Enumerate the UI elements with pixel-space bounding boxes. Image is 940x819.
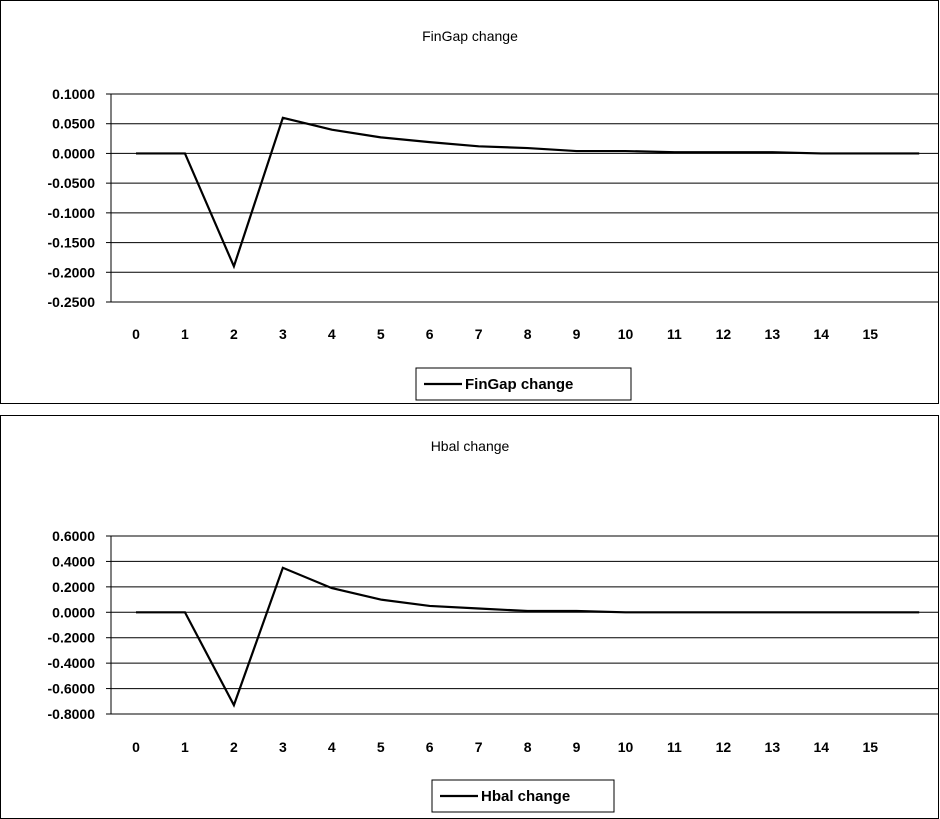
y-tick-label: -0.1500 xyxy=(48,235,96,251)
legend: Hbal change xyxy=(431,779,615,813)
y-tick-label: -0.1000 xyxy=(48,205,96,221)
x-tick-label: 11 xyxy=(667,739,682,755)
x-tick-label: 5 xyxy=(377,739,385,755)
fingap-chart: FinGap change 0.1000 0.0500 0.0000 -0.0500 -0… xyxy=(48,28,938,401)
x-tick-label: 10 xyxy=(618,739,634,755)
y-tick-label: -0.2500 xyxy=(48,294,96,310)
x-tick-label: 0 xyxy=(132,739,140,755)
x-tick-label: 9 xyxy=(573,326,581,342)
hbal-series-line xyxy=(136,566,920,708)
x-tick-label: 7 xyxy=(475,739,483,755)
y-tick-label: -0.4000 xyxy=(48,655,96,671)
x-tick-label: 0 xyxy=(132,326,140,342)
fingap-series-line xyxy=(136,116,920,270)
legend-label: FinGap change xyxy=(465,376,573,393)
x-tick-label: 13 xyxy=(765,326,781,342)
x-tick-label: 14 xyxy=(814,326,830,342)
x-tick-label: 8 xyxy=(524,739,532,755)
hbal-chart: Hbal change 0.6000 0.4000 0.2000 0.0000 -0.20… xyxy=(48,438,938,813)
chart-title: Hbal change xyxy=(431,438,510,454)
y-tick-label: -0.8000 xyxy=(48,706,96,722)
x-tick-label: 15 xyxy=(862,739,878,755)
y-tick-label: 0.2000 xyxy=(52,579,95,595)
x-tick-label: 3 xyxy=(279,326,287,342)
x-tick-label: 11 xyxy=(667,326,682,342)
y-tick-label: 0.1000 xyxy=(52,86,95,102)
x-tick-label: 7 xyxy=(475,326,483,342)
x-tick-label: 4 xyxy=(328,326,336,342)
legend: FinGap change xyxy=(415,367,632,401)
x-tick-label: 5 xyxy=(377,326,385,342)
y-tick-label: 0.4000 xyxy=(52,553,95,569)
x-tick-label: 6 xyxy=(426,739,434,755)
y-tick-label: 0.0000 xyxy=(52,604,95,620)
x-tick-label: 12 xyxy=(716,326,732,342)
x-tick-label: 8 xyxy=(524,326,532,342)
y-tick-label: -0.0500 xyxy=(48,175,96,191)
hbal-chart-panel: Hbal change 0.6000 0.4000 0.2000 0.0000 -0.20… xyxy=(0,415,939,819)
x-tick-label: 1 xyxy=(181,326,189,342)
x-tick-label: 2 xyxy=(230,739,238,755)
x-tick-label: 14 xyxy=(814,739,830,755)
x-tick-label: 3 xyxy=(279,739,287,755)
x-tick-label: 4 xyxy=(328,739,336,755)
x-tick-label: 6 xyxy=(426,326,434,342)
x-tick-label: 12 xyxy=(716,739,732,755)
y-tick-label: 0.6000 xyxy=(52,528,95,544)
x-tick-label: 10 xyxy=(618,326,634,342)
y-tick-label: -0.2000 xyxy=(48,630,96,646)
y-tick-label: 0.0000 xyxy=(52,145,95,161)
x-tick-label: 9 xyxy=(573,739,581,755)
chart-title: FinGap change xyxy=(422,28,518,44)
x-tick-label: 15 xyxy=(862,326,878,342)
x-tick-label: 1 xyxy=(181,739,189,755)
y-tick-label: -0.2000 xyxy=(48,264,96,280)
legend-label: Hbal change xyxy=(481,788,570,805)
x-tick-label: 2 xyxy=(230,326,238,342)
x-tick-label: 13 xyxy=(765,739,781,755)
y-tick-label: 0.0500 xyxy=(52,116,95,132)
fingap-chart-panel: FinGap change 0.1000 0.0500 0.0000 -0.0500 -0… xyxy=(0,0,939,404)
y-tick-label: -0.6000 xyxy=(48,681,96,697)
